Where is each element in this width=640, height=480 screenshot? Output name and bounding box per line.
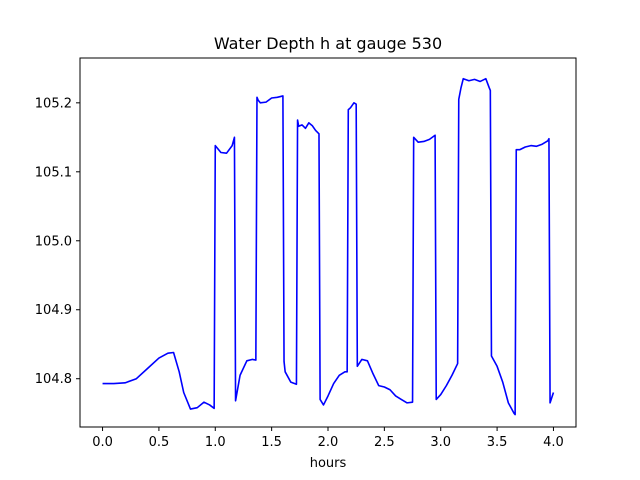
chart-title: Water Depth h at gauge 530 [214,34,442,53]
x-tick-label: 4.0 [543,435,564,450]
x-tick-label: 0.5 [149,435,170,450]
y-tick-label: 104.8 [35,372,72,387]
y-tick-label: 105.0 [35,234,72,249]
x-tick-label: 2.0 [318,435,339,450]
x-tick-label: 0.0 [92,435,113,450]
y-tick-label: 105.1 [35,165,72,180]
y-axis: 104.8 104.9 105.0 105.1 105.2 [35,96,80,387]
x-tick-label: 2.5 [374,435,395,450]
x-tick-label: 3.5 [487,435,508,450]
y-tick-label: 104.9 [35,303,72,318]
x-axis-label: hours [310,456,347,471]
x-tick-label: 1.5 [261,435,282,450]
plot-area [102,77,555,416]
series-line-0 [102,77,555,416]
x-tick-label: 3.0 [430,435,451,450]
x-tick-label: 1.0 [205,435,226,450]
y-tick-label: 105.2 [35,96,72,111]
x-axis: 0.0 0.5 1.0 1.5 2.0 2.5 3.0 3.5 4.0 [92,427,564,450]
